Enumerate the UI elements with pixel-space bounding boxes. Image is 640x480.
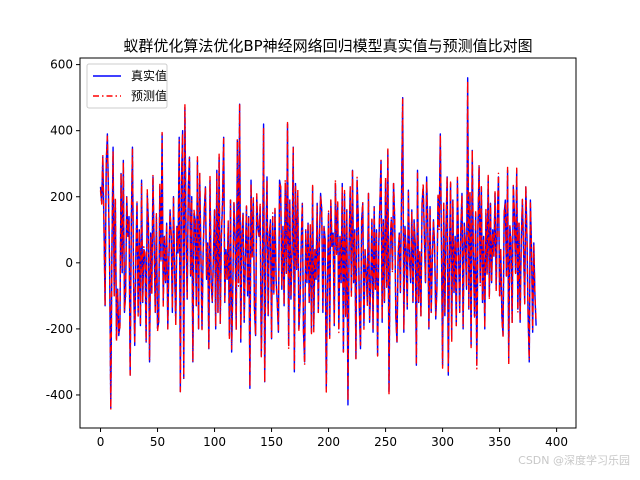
y-tick-label: -200 [46, 322, 73, 336]
x-tick-label: 400 [545, 435, 568, 449]
legend-label-real: 真实值 [131, 68, 167, 83]
x-tick-label: 250 [374, 435, 397, 449]
y-tick-label: 200 [50, 190, 73, 204]
x-tick-label: 50 [150, 435, 165, 449]
x-tick-label: 0 [97, 435, 105, 449]
chart-title: 蚁群优化算法优化BP神经网络回归模型真实值与预测值比对图 [123, 37, 532, 55]
x-tick-label: 150 [260, 435, 283, 449]
watermark: CSDN @深度学习乐园 [518, 454, 630, 467]
series-line-predicted [99, 80, 537, 411]
legend-label-pred: 预测值 [131, 88, 167, 103]
x-tick-label: 100 [203, 435, 226, 449]
y-tick-label: 600 [50, 58, 73, 72]
x-tick-label: 300 [431, 435, 454, 449]
y-tick-label: -400 [46, 388, 73, 402]
y-tick-label: 0 [65, 256, 73, 270]
plot-area [99, 77, 537, 411]
x-tick-label: 200 [317, 435, 340, 449]
legend: 真实值 预测值 [86, 63, 168, 109]
y-tick-label: 400 [50, 124, 73, 138]
x-tick-label: 350 [488, 435, 511, 449]
axes: 0 50 100 150 200 250 300 350 400 -400 -200 0 200 400 6… [46, 57, 577, 449]
plot-frame [79, 57, 577, 429]
legend-box [86, 63, 168, 109]
